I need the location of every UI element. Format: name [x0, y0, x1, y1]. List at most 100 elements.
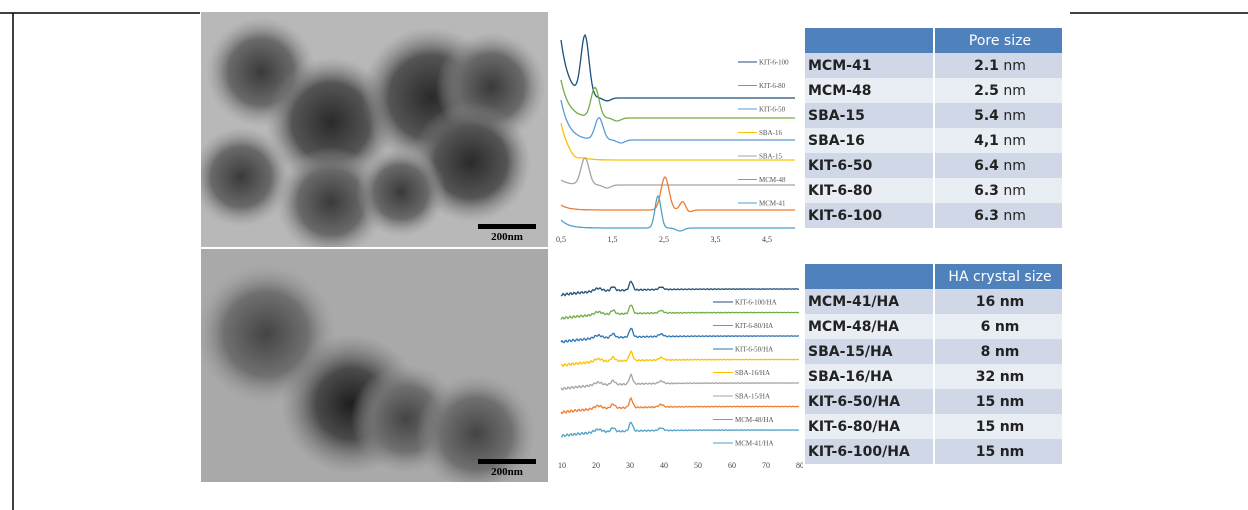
table-row: KIT-6-100/HA15 nm: [805, 439, 1062, 464]
size-cell: 32 nm: [934, 364, 1062, 389]
curve-label: KIT-6-50/HA: [735, 346, 773, 354]
xrd-plot: KIT-6-100/HAKIT-6-80/HAKIT-6-50/HASBA-16…: [553, 270, 803, 480]
scale-bar: 200nm: [478, 459, 536, 478]
size-value: 15: [976, 419, 995, 435]
x-tick-label: 20: [592, 461, 600, 470]
xrd-plot: KIT-6-100 KIT-6-80 KIT-6-50 SBA-16 SBA-15 MCM…: [553, 15, 803, 247]
size-cell: 15 nm: [934, 414, 1062, 439]
size-unit: nm: [995, 319, 1020, 335]
tem-image: 200nm: [201, 12, 548, 247]
curve-label: MCM-41/HA: [735, 440, 774, 448]
material-cell: SBA-16: [805, 128, 934, 153]
curve-label: SBA-16: [759, 129, 782, 137]
size-value: 6.4: [974, 158, 999, 174]
size-cell: 15 nm: [934, 389, 1062, 414]
size-value: 6.3: [974, 183, 999, 199]
x-tick-label: 60: [728, 461, 736, 470]
size-cell: 6.3 nm: [934, 178, 1062, 203]
xrd-curve: [561, 305, 799, 319]
x-tick-label: 4,5: [762, 235, 772, 244]
size-unit: nm: [1003, 183, 1026, 199]
curve-label: MCM-48: [759, 176, 786, 184]
material-cell: MCM-48/HA: [805, 314, 934, 339]
x-tick-label: 0,5: [556, 235, 566, 244]
xrd-curve: [561, 422, 799, 437]
size-value: 2.1: [974, 58, 999, 74]
curve-label: KIT-6-100: [759, 59, 789, 67]
x-tick-label: 80: [796, 461, 803, 470]
header-cell: [805, 28, 934, 53]
x-tick-label: 50: [694, 461, 702, 470]
curve-label: SBA-16/HA: [735, 369, 770, 377]
size-cell: 6.4 nm: [934, 153, 1062, 178]
xrd-curve: [561, 35, 795, 101]
size-cell: 5.4 nm: [934, 103, 1062, 128]
header-row: Pore size: [805, 28, 1062, 53]
size-unit: nm: [1000, 394, 1025, 410]
size-cell: 2.5 nm: [934, 78, 1062, 103]
curve-label: KIT-6-50: [759, 106, 786, 114]
material-cell: MCM-48: [805, 78, 934, 103]
material-cell: KIT-6-80: [805, 178, 934, 203]
material-cell: KIT-6-80/HA: [805, 414, 934, 439]
tem-picture: [201, 12, 548, 247]
size-unit: nm: [1003, 158, 1026, 174]
size-value: 16: [976, 294, 995, 310]
size-value: 5.4: [974, 108, 999, 124]
size-cell: 2.1 nm: [934, 53, 1062, 78]
size-cell: 6 nm: [934, 314, 1062, 339]
table-row: KIT-6-100 6.3 nm: [805, 203, 1062, 228]
size-unit: nm: [1003, 83, 1026, 99]
page: 200nm 200nm KIT-6-100KIT-6-80KIT-6-50SBA…: [0, 0, 1248, 510]
material-cell: KIT-6-100: [805, 203, 934, 228]
size-unit: nm: [1003, 58, 1026, 74]
curve-label: KIT-6-80/HA: [735, 322, 773, 330]
curve-label: SBA-15/HA: [735, 393, 770, 401]
table-row: MCM-412.1 nm: [805, 53, 1062, 78]
curve-label: MCM-48/HA: [735, 416, 774, 424]
size-unit: nm: [1000, 294, 1025, 310]
material-cell: KIT-6-50: [805, 153, 934, 178]
x-tick-label: 30: [626, 461, 634, 470]
x-tick-label: 70: [762, 461, 770, 470]
size-value: 2.5: [974, 83, 999, 99]
size-value: 32: [976, 369, 995, 385]
x-tick-label: 1,5: [608, 235, 618, 244]
material-cell: SBA-16/HA: [805, 364, 934, 389]
size-unit: nm: [1000, 369, 1025, 385]
material-cell: SBA-15: [805, 103, 934, 128]
size-cell: 4,1 nm: [934, 128, 1062, 153]
x-tick-label: 2,5: [659, 235, 669, 244]
size-unit: nm: [1000, 419, 1025, 435]
tem-image: 200nm: [201, 249, 548, 482]
curve-label: MCM-41: [759, 200, 786, 208]
size-cell: 15 nm: [934, 439, 1062, 464]
size-value: 6.3: [974, 208, 999, 224]
material-cell: SBA-15/HA: [805, 339, 934, 364]
header-cell: Pore size: [934, 28, 1062, 53]
size-value: 8: [981, 344, 991, 360]
material-cell: MCM-41: [805, 53, 934, 78]
header-row: HA crystal size: [805, 264, 1062, 289]
curve-label: KIT-6-80: [759, 82, 786, 90]
size-unit: nm: [1003, 108, 1026, 124]
size-unit: nm: [1003, 133, 1026, 149]
size-unit: nm: [1000, 444, 1025, 460]
size-cell: 16 nm: [934, 289, 1062, 314]
size-cell: 8 nm: [934, 339, 1062, 364]
tem-picture: [201, 249, 548, 482]
size-unit: nm: [1003, 208, 1026, 224]
scale-bar: 200nm: [478, 224, 536, 243]
curve-label: SBA-15: [759, 153, 782, 161]
